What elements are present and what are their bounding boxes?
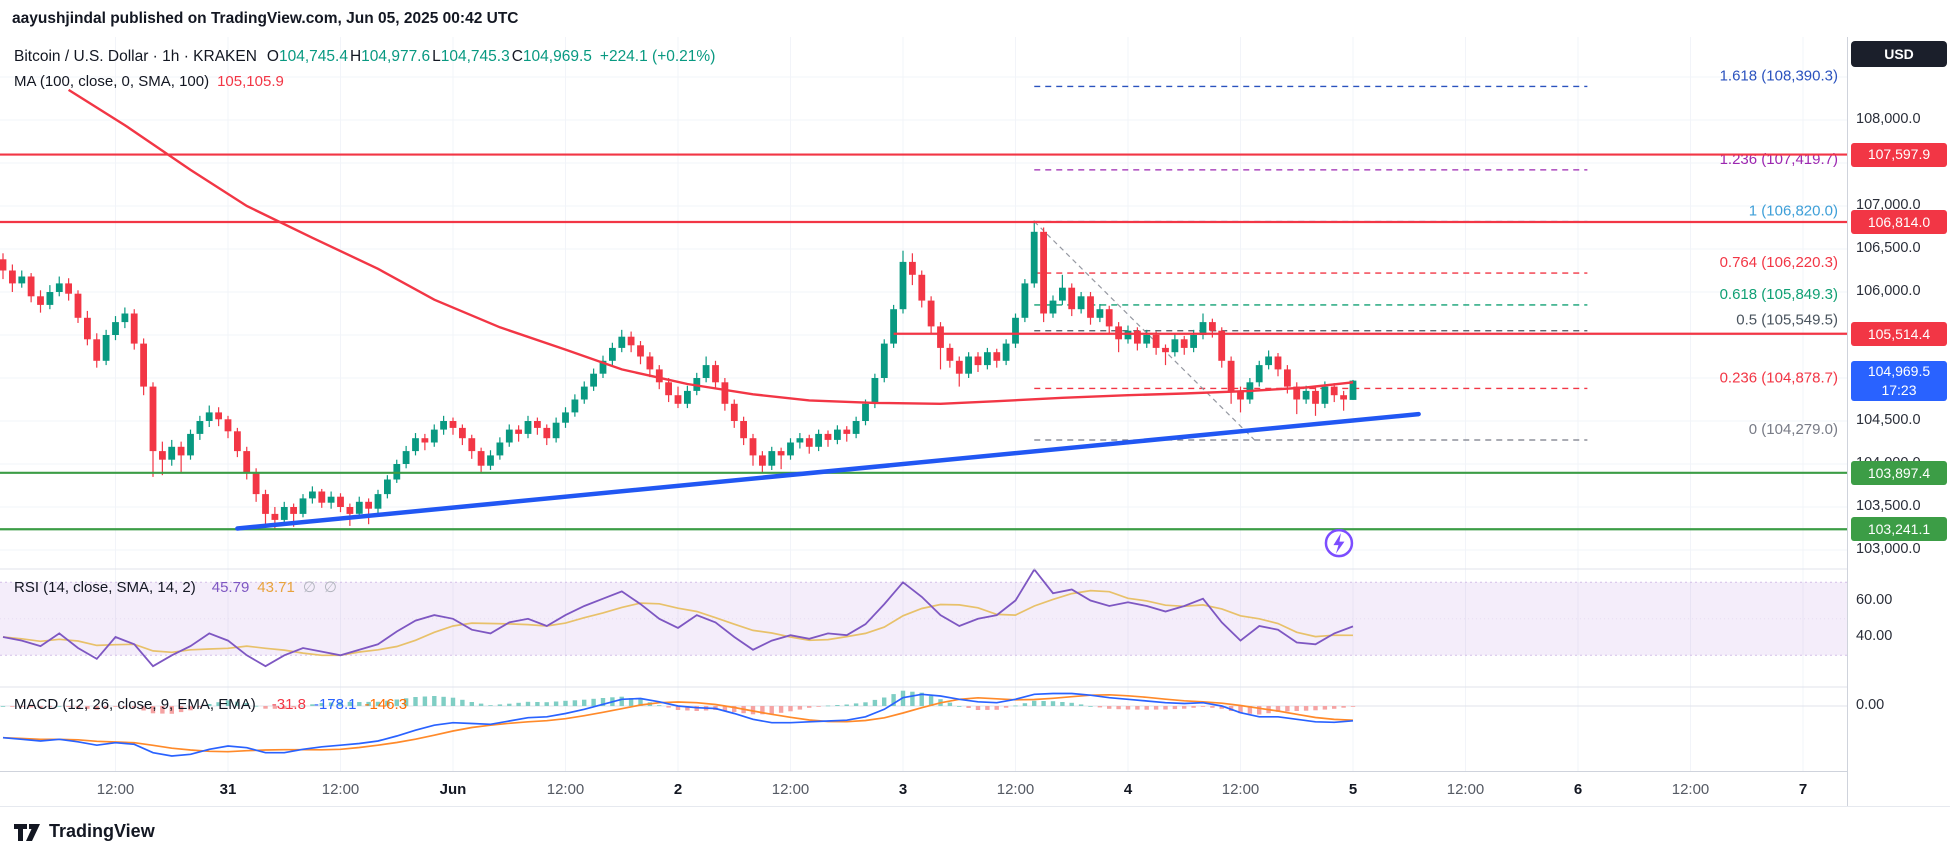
macd-value: -31.8: [271, 696, 306, 713]
tradingview-logo-icon[interactable]: [12, 820, 42, 844]
time-axis-label: 12:00: [321, 781, 360, 798]
price-axis-label: 106,000.0: [1856, 282, 1921, 299]
candle-countdown: 17:23: [1881, 381, 1917, 398]
price-axis-label: 107,000.0: [1856, 196, 1921, 213]
price-level-badge: 105,514.4: [1851, 321, 1947, 346]
svg-text:1 (106,820.0): 1 (106,820.0): [1749, 202, 1838, 219]
time-axis[interactable]: 12:00 31 12:00 Jun 12:00 2 12:00 3 12:00 4 12:00 5 1…: [0, 771, 1950, 807]
ma-legend[interactable]: MA (100, close, 0, SMA, 100) 105,105.9: [14, 73, 284, 90]
ohlc-pair: L104,745.3: [432, 48, 510, 65]
time-axis-label: 3: [898, 781, 908, 798]
price-level-badge: 103,241.1: [1851, 517, 1947, 542]
time-axis-label: 12:00: [1671, 781, 1710, 798]
lightning-marker[interactable]: [1324, 528, 1354, 558]
tradingview-wordmark[interactable]: TradingView: [49, 821, 155, 841]
fib-retracement[interactable]: 1.618 (108,390.3) 1.236 (107,419.7) 1 (106…: [1033, 67, 1838, 441]
rsi-ma-line: [2, 589, 1354, 657]
svg-text:0.236 (104,878.7): 0.236 (104,878.7): [1720, 369, 1838, 386]
svg-text:0.764 (106,220.3): 0.764 (106,220.3): [1720, 254, 1838, 271]
horizontal-levels[interactable]: [0, 153, 1847, 531]
time-axis-label: 12:00: [996, 781, 1035, 798]
trendline[interactable]: [235, 411, 1421, 531]
rsi-label: RSI (14, close, SMA, 14, 2): [14, 579, 196, 596]
time-axis-label: 7: [1798, 781, 1808, 798]
ma-label: MA (100, close, 0, SMA, 100): [14, 73, 210, 90]
change-readout: +224.1 (+0.21%): [599, 48, 716, 65]
rsi-value: 45.79: [211, 579, 250, 596]
ohlc-readout: O104,745.4 H104,977.6 L104,745.3 C104,969.5: [265, 48, 592, 66]
svg-text:1.618 (108,390.3): 1.618 (108,390.3): [1720, 67, 1838, 84]
macd-value: -146.3: [364, 696, 408, 713]
svg-text:0.5 (105,549.5): 0.5 (105,549.5): [1736, 312, 1838, 329]
price-axis-label: 103,500.0: [1856, 497, 1921, 514]
macd-signal-line: [2, 693, 1354, 753]
macd-histogram: [0, 690, 1356, 715]
rsi-axis-label: 60.00: [1856, 591, 1893, 608]
price-axis-label: 103,000.0: [1856, 540, 1921, 557]
time-axis-label: 4: [1123, 781, 1133, 798]
svg-text:1.236 (107,419.7): 1.236 (107,419.7): [1720, 151, 1838, 168]
macd-axis-label: 0.00: [1856, 697, 1885, 713]
rsi-value: ∅: [302, 579, 316, 596]
rsi-line: [2, 567, 1354, 668]
time-axis-label: 31: [219, 781, 237, 798]
price-axis-label: 108,000.0: [1856, 111, 1921, 127]
macd-legend[interactable]: MACD (12, 26, close, 9, EMA, EMA) -31.8-…: [14, 696, 407, 713]
rsi-value: 43.71: [257, 579, 295, 596]
rsi-value: ∅: [323, 579, 337, 596]
currency-chip: USD: [1851, 41, 1947, 67]
symbol-title: Bitcoin / U.S. Dollar · 1h · KRAKEN: [14, 48, 257, 65]
macd-value: -178.1: [313, 696, 357, 713]
svg-text:0.618 (105,849.3): 0.618 (105,849.3): [1720, 286, 1838, 303]
rsi-legend[interactable]: RSI (14, close, SMA, 14, 2) 45.79 43.71 ∅ ∅: [14, 578, 337, 596]
ma100-line[interactable]: [67, 88, 1354, 406]
rsi-band: [0, 582, 1847, 656]
price-level-badge: 103,897.4: [1851, 460, 1947, 485]
ma-value: 105,105.9: [217, 73, 284, 90]
ohlc-pair: H104,977.6: [349, 48, 431, 65]
time-axis-label: 5: [1348, 781, 1358, 798]
footer-bar: TradingView: [0, 806, 1950, 855]
last-price-badge: 104,969.5 17:23: [1851, 360, 1947, 401]
time-axis-label: 12:00: [1446, 781, 1485, 798]
time-axis-label: 12:00: [1221, 781, 1260, 798]
price-axis-label: 106,500.0: [1856, 239, 1921, 256]
price-level-badge: 106,814.0: [1851, 209, 1947, 234]
time-axis-label: 2: [673, 781, 683, 798]
macd-label: MACD (12, 26, close, 9, EMA, EMA): [14, 696, 256, 713]
rsi-axis-label: 40.00: [1856, 628, 1893, 644]
rsi-values: 45.79 43.71 ∅ ∅: [204, 578, 337, 596]
macd-line: [2, 692, 1354, 757]
time-axis-label: 6: [1573, 781, 1583, 798]
time-axis-label: 12:00: [546, 781, 585, 798]
macd-values: -31.8 -178.1 -146.3: [264, 696, 407, 713]
ohlc-pair: O104,745.4: [266, 48, 348, 65]
symbol-legend[interactable]: Bitcoin / U.S. Dollar · 1h · KRAKEN O104…: [14, 48, 715, 66]
price-level-badge: 107,597.9: [1851, 142, 1947, 167]
time-axis-label: 12:00: [771, 781, 810, 798]
grid-layer: [0, 37, 1847, 771]
ohlc-pair: C104,969.5: [511, 48, 592, 65]
time-axis-label: 12:00: [96, 781, 135, 798]
time-axis-label: Jun: [439, 781, 467, 798]
svg-text:0 (104,279.0): 0 (104,279.0): [1749, 421, 1838, 438]
attribution-bar: aayushjindal published on TradingView.co…: [0, 0, 1950, 37]
price-axis[interactable]: USD 108,000.0 107,000.0 106,500.0 106,000.0…: [1847, 37, 1950, 806]
price-axis-label: 104,500.0: [1856, 411, 1921, 428]
